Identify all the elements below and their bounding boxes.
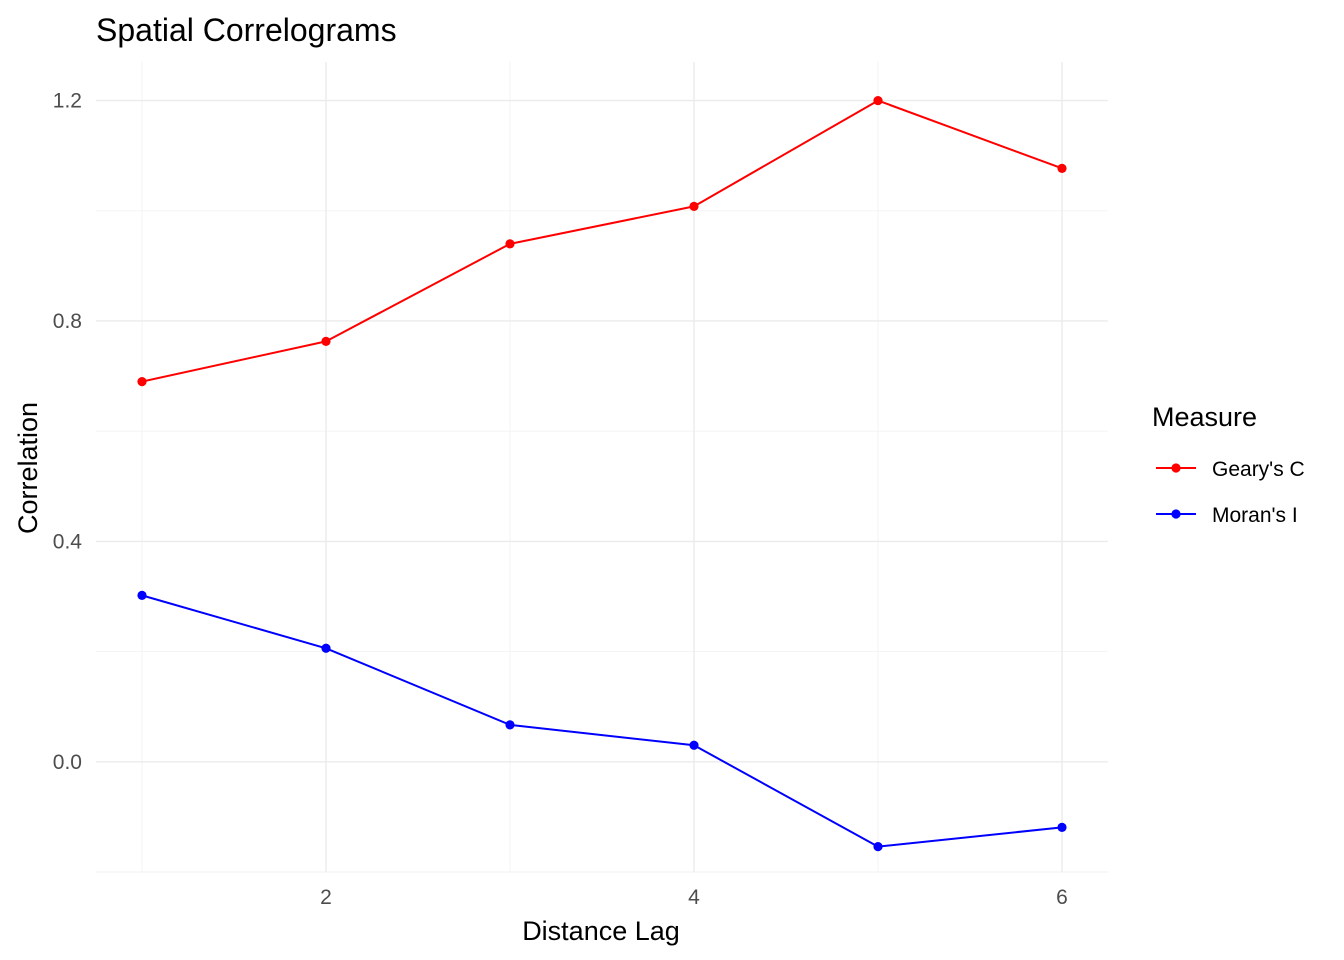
data-point-moran-s-i — [321, 643, 331, 653]
legend-item-geary-s-c: Geary's C — [1156, 458, 1305, 481]
series-layer — [137, 95, 1067, 852]
data-point-moran-s-i — [137, 590, 147, 600]
legend: Measure Geary's C Moran's I — [1152, 402, 1305, 527]
y-tick-label: 1.2 — [53, 90, 82, 113]
legend-key-point — [1171, 509, 1181, 519]
data-point-geary-s-c — [873, 95, 883, 106]
series-geary-s-c — [137, 95, 1067, 387]
y-tick-label: 0.4 — [53, 530, 83, 553]
data-point-moran-s-i — [1057, 822, 1067, 832]
series-moran-s-i — [137, 590, 1067, 852]
legend-label: Geary's C — [1212, 458, 1305, 481]
grid — [96, 62, 1108, 873]
legend-label: Moran's I — [1212, 504, 1298, 527]
data-point-moran-s-i — [689, 740, 699, 750]
data-point-moran-s-i — [873, 842, 883, 852]
legend-item-moran-s-i: Moran's I — [1156, 504, 1298, 527]
chart-title: Spatial Correlograms — [96, 12, 397, 48]
data-point-geary-s-c — [689, 201, 699, 211]
data-point-moran-s-i — [505, 720, 515, 730]
y-axis-title: Correlation — [13, 402, 43, 534]
data-point-geary-s-c — [137, 376, 147, 387]
data-point-geary-s-c — [505, 239, 515, 249]
x-axis-ticks: 2 4 6 — [320, 886, 1068, 909]
x-tick-label: 4 — [688, 886, 700, 909]
x-tick-label: 6 — [1056, 886, 1068, 909]
series-line-geary-s-c — [141, 99, 1063, 383]
legend-title: Measure — [1152, 402, 1257, 432]
data-point-geary-s-c — [321, 336, 331, 346]
y-tick-label: 0.8 — [53, 310, 82, 333]
x-tick-label: 2 — [320, 886, 332, 909]
x-axis-title: Distance Lag — [522, 916, 680, 946]
data-point-geary-s-c — [1057, 163, 1067, 173]
y-axis-ticks: 0.0 0.4 0.8 1.2 — [53, 90, 83, 774]
series-line-moran-s-i — [141, 594, 1063, 848]
y-tick-label: 0.0 — [53, 751, 82, 774]
legend-key-point — [1171, 463, 1181, 473]
